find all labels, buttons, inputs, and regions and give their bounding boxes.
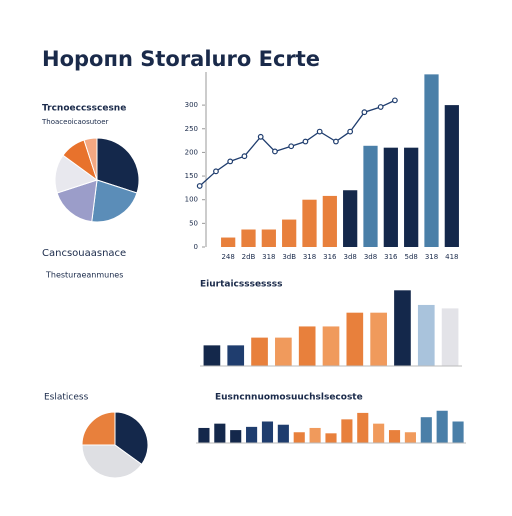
point bbox=[347, 128, 354, 135]
x-tick-label: 316 bbox=[323, 253, 337, 261]
pie-slice bbox=[81, 411, 116, 446]
bar bbox=[261, 229, 276, 247]
point bbox=[241, 153, 248, 160]
y-tick-label: 0 bbox=[194, 243, 198, 251]
bar bbox=[370, 312, 387, 366]
bar bbox=[388, 430, 401, 443]
point bbox=[333, 138, 339, 145]
x-tick-label: 318 bbox=[303, 253, 316, 261]
bar bbox=[325, 433, 337, 443]
point bbox=[257, 133, 264, 140]
pie-slice bbox=[81, 444, 143, 479]
point bbox=[288, 143, 295, 150]
bar bbox=[346, 312, 364, 366]
y-tick-label: 200 bbox=[185, 148, 198, 156]
chart-title: Eusncnnuomosuuchslsecoste bbox=[215, 393, 363, 403]
chart-title: Trcnoeccsscesne bbox=[42, 104, 126, 114]
point bbox=[377, 104, 384, 110]
point bbox=[213, 168, 219, 175]
y-tick-label: 300 bbox=[185, 101, 198, 109]
chart-title: Eiurtaicsssessss bbox=[200, 280, 282, 290]
chart-subtitle: Thoaceoicaosutoer bbox=[41, 118, 109, 126]
bar bbox=[436, 410, 448, 443]
bar bbox=[293, 432, 305, 443]
bar bbox=[373, 423, 385, 443]
bar bbox=[404, 432, 416, 443]
y-tick-label: 150 bbox=[185, 172, 198, 180]
bar bbox=[424, 74, 439, 247]
point bbox=[361, 109, 368, 116]
bar bbox=[394, 290, 411, 366]
bar bbox=[417, 304, 435, 366]
main-title: Hopoпn Storaluro Ecrte bbox=[42, 47, 320, 71]
x-tick-label: 418 bbox=[445, 253, 458, 261]
point bbox=[272, 148, 278, 155]
x-tick-label: 3dB bbox=[282, 253, 296, 261]
pie-slice bbox=[91, 179, 138, 223]
label: Cancsouaasnace bbox=[42, 248, 126, 259]
point bbox=[392, 97, 398, 104]
bar bbox=[251, 337, 268, 366]
bar bbox=[261, 421, 274, 443]
x-tick-label: 248 bbox=[221, 253, 234, 261]
x-tick-label: 3d8 bbox=[364, 253, 377, 261]
point bbox=[302, 138, 309, 145]
y-tick-label: 50 bbox=[189, 219, 198, 227]
bar bbox=[441, 308, 459, 366]
bar bbox=[246, 426, 258, 443]
bar bbox=[221, 237, 236, 247]
point bbox=[316, 128, 323, 135]
bar bbox=[357, 412, 369, 443]
bar bbox=[444, 105, 459, 247]
point bbox=[227, 158, 234, 165]
x-tick-label: 318 bbox=[262, 253, 275, 261]
bar bbox=[230, 430, 242, 443]
x-tick-label: 5d8 bbox=[404, 253, 417, 261]
bar bbox=[343, 190, 358, 247]
pie-slice bbox=[114, 411, 149, 466]
x-tick-label: 316 bbox=[384, 253, 398, 261]
bar bbox=[275, 337, 292, 366]
x-tick-label: 3d8 bbox=[343, 253, 356, 261]
bar bbox=[282, 219, 297, 247]
bar bbox=[363, 145, 378, 247]
bar bbox=[298, 326, 316, 366]
bar bbox=[404, 147, 419, 247]
bar bbox=[227, 345, 245, 366]
x-tick-label: 318 bbox=[425, 253, 438, 261]
bar bbox=[420, 417, 432, 443]
label: Thesturaeanmunes bbox=[45, 271, 123, 280]
bar bbox=[198, 427, 210, 443]
bar bbox=[302, 199, 317, 247]
point bbox=[196, 183, 203, 189]
bar bbox=[341, 419, 353, 443]
pie-slice bbox=[96, 137, 140, 194]
bar bbox=[309, 427, 321, 443]
bar bbox=[322, 326, 340, 366]
bar bbox=[322, 195, 337, 247]
bar bbox=[203, 345, 221, 366]
y-tick-label: 250 bbox=[185, 125, 198, 133]
pie-slice bbox=[56, 179, 98, 223]
bar bbox=[214, 423, 226, 443]
bar bbox=[383, 147, 398, 247]
x-tick-label: 2dB bbox=[242, 253, 256, 261]
bar bbox=[277, 424, 289, 443]
label: Eslaticess bbox=[44, 393, 89, 403]
bar bbox=[452, 421, 464, 443]
pie-slice bbox=[83, 137, 98, 181]
bar bbox=[241, 229, 256, 247]
y-tick-label: 100 bbox=[185, 196, 198, 204]
